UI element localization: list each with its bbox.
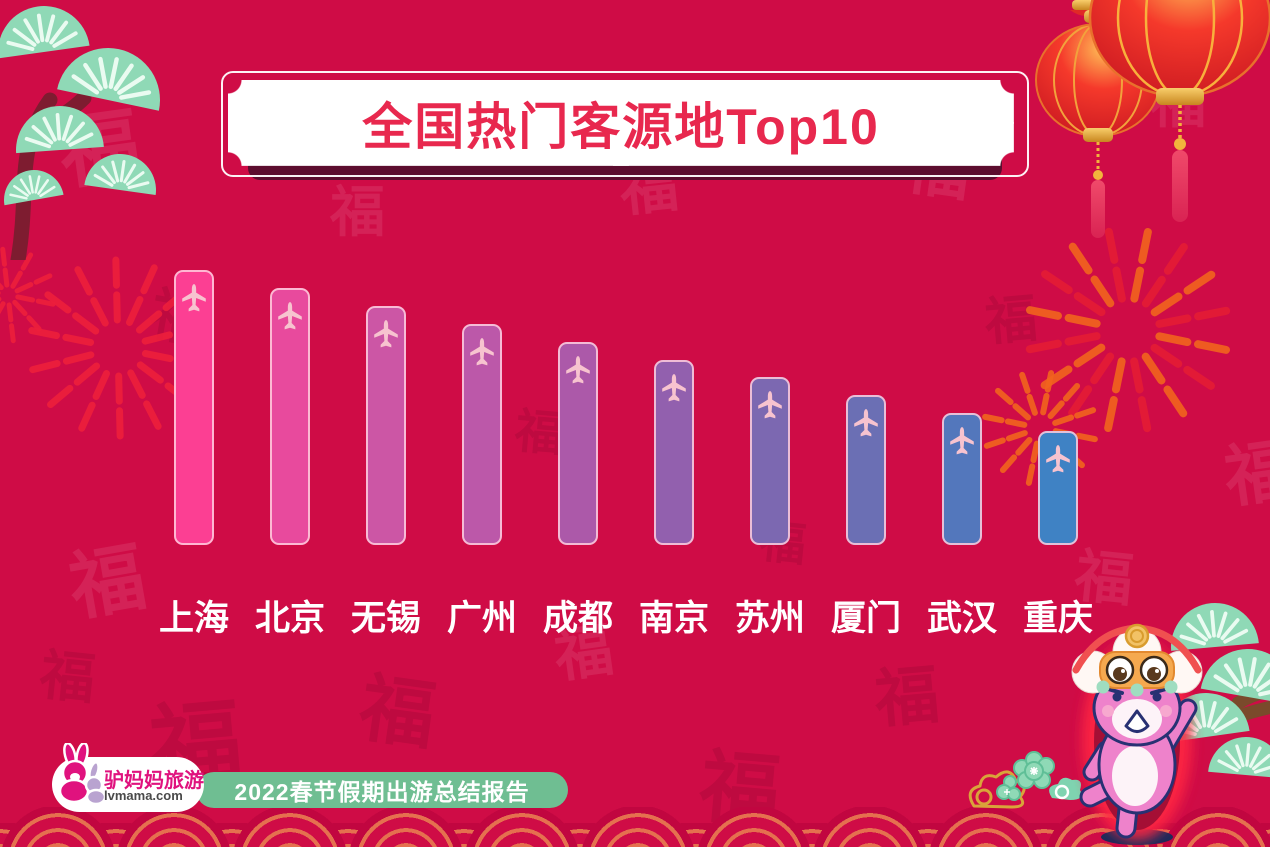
bar-武汉 [942,413,982,545]
report-label: 2022春节假期出游总结报告 [234,779,530,805]
brand-domain: lvmama.com [104,788,183,803]
bar-南京 [654,360,694,545]
city-label-北京: 北京 [254,599,325,638]
bar-成都 [558,342,598,545]
city-label-南京: 南京 [638,599,709,638]
brand-name: 驴妈妈旅游 [104,770,204,792]
airplane-icon [182,284,206,312]
bar-北京 [270,288,310,545]
city-label-武汉: 武汉 [926,599,997,638]
airplane-icon [566,356,590,384]
airplane-icon [662,374,686,402]
airplane-icon [374,320,398,348]
bar-苏州 [750,377,790,545]
page-title: 全国热门客源地Top10 [362,99,880,155]
bar-广州 [462,324,502,545]
report-ribbon: 2022春节假期出游总结报告 [196,772,568,808]
rabbit-logo-icon [58,743,107,805]
airplane-icon [758,391,782,419]
airplane-icon [1046,445,1070,473]
lvmama-logo: 驴妈妈旅游 lvmama.com [52,743,204,812]
airplane-icon [278,302,302,330]
city-label-上海: 上海 [158,599,229,638]
banner-frame [221,71,1029,177]
city-label-广州: 广州 [446,599,517,638]
bar-重庆 [1038,431,1078,545]
city-label-重庆: 重庆 [1022,599,1093,638]
bar-无锡 [366,306,406,545]
airplane-icon [470,338,494,366]
title-banner: 全国热门客源地Top10 [228,80,1014,166]
city-label-厦门: 厦门 [830,599,901,638]
city-label-无锡: 无锡 [350,599,421,638]
city-label-苏州: 苏州 [734,599,805,638]
airplane-icon [854,409,878,437]
city-label-成都: 成都 [542,599,613,638]
airplane-icon [950,427,974,455]
bar-厦门 [846,395,886,545]
bar-上海 [174,270,214,545]
